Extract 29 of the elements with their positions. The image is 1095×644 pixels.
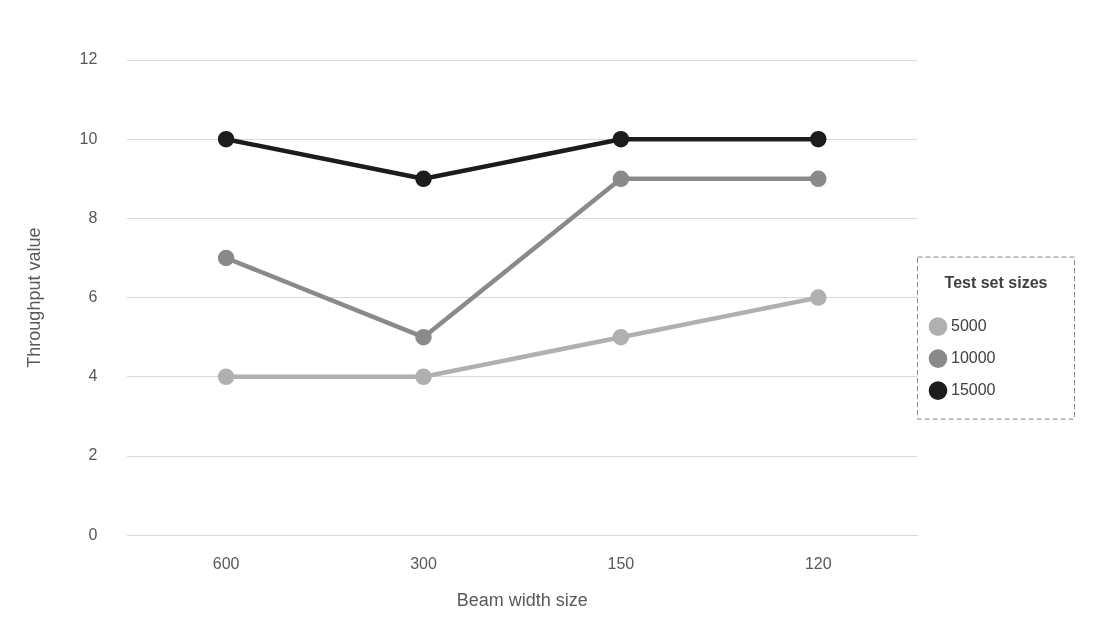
- point: [217, 249, 235, 267]
- y-axis-title: Throughput value: [23, 227, 44, 368]
- x-tick-label: 150: [607, 555, 635, 573]
- point: [810, 289, 827, 306]
- y-tick-label: 0: [88, 525, 98, 543]
- y-tick-label: 8: [88, 208, 98, 226]
- point: [810, 130, 827, 148]
- legend-label: 10000: [951, 349, 996, 367]
- point: [217, 130, 235, 148]
- point: [415, 368, 432, 386]
- y-tick-label: 10: [79, 129, 98, 147]
- point: [612, 130, 630, 148]
- point: [217, 368, 235, 386]
- y-tick-label: 6: [88, 288, 98, 306]
- y-tick-label: 2: [88, 446, 98, 464]
- point: [415, 328, 432, 346]
- point: [612, 328, 630, 346]
- legend-title: Test set sizes: [944, 273, 1048, 291]
- legend-label: 15000: [951, 381, 996, 399]
- x-tick-label: 300: [410, 555, 437, 573]
- y-tick-label: 4: [88, 367, 98, 385]
- point: [612, 170, 630, 188]
- x-tick-label: 120: [804, 555, 832, 573]
- point: [810, 170, 827, 188]
- legend-label: 5000: [951, 317, 987, 335]
- x-tick-label: 600: [212, 555, 240, 573]
- x-axis-title: Beam width size: [456, 590, 588, 611]
- point: [415, 170, 432, 188]
- y-tick-label: 12: [79, 50, 98, 68]
